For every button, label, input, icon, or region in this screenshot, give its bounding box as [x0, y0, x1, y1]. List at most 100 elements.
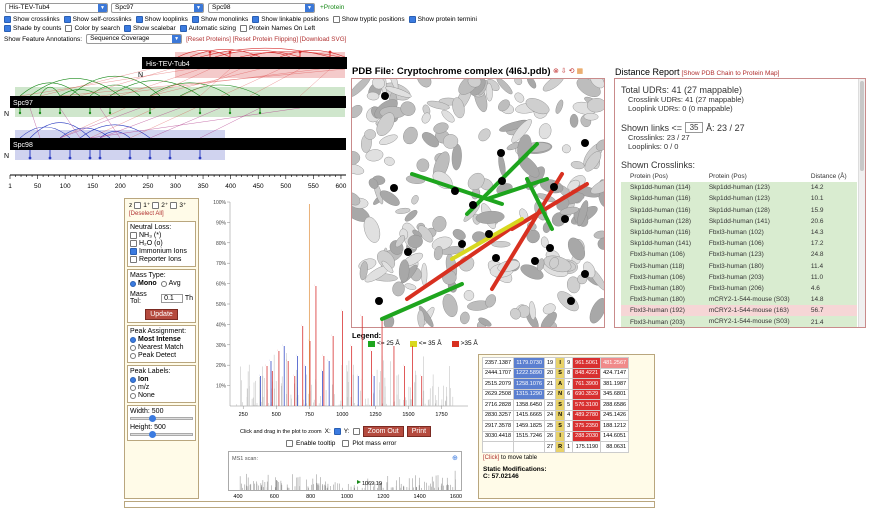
protein-bar-tub4[interactable] — [142, 57, 347, 69]
option-reporter-ions[interactable]: Reporter Ions — [130, 256, 193, 263]
protein-names-on-left-checkbox[interactable] — [239, 25, 247, 32]
zoom-x-checkbox[interactable] — [333, 428, 341, 435]
zoom-out-button[interactable]: Zoom Out — [362, 426, 404, 437]
show-scalebar-checkbox[interactable] — [123, 25, 131, 32]
option-none[interactable]: None — [130, 392, 193, 399]
table-row[interactable]: Fbxl3-human (192) mCRY2-1-544-mouse (163)… — [621, 305, 857, 317]
option-color-by-search[interactable]: Color by search — [65, 25, 120, 32]
scrollbar[interactable] — [858, 79, 865, 327]
zoom-icon[interactable]: ⊕ — [452, 455, 458, 462]
protein-select-3[interactable]: Spc98 ▼ — [208, 3, 315, 13]
option-show-linkable-positions[interactable]: Show linkable positions — [252, 16, 329, 23]
enable-tooltip-checkbox[interactable] — [286, 440, 293, 447]
option-immonium-ions[interactable]: Immonium Ions — [130, 248, 193, 255]
option-m-z[interactable]: m/z — [130, 384, 193, 391]
show-monolinks-checkbox[interactable] — [191, 16, 199, 23]
protein-bar-spc97[interactable] — [10, 96, 346, 108]
table-row[interactable]: Skp1dd-human (116) Skp1dd-human (128) 15.9 — [621, 204, 857, 216]
show-crosslinks-checkbox[interactable] — [4, 16, 11, 23]
table-row[interactable]: Fbxl3-human (118) Fbxl3-human (180) 11.4 — [621, 260, 857, 272]
none-radio[interactable] — [130, 392, 136, 399]
option-show-looplinks[interactable]: Show looplinks — [135, 16, 188, 23]
protein-graph[interactable]: His-TEV-Tub4 Spc97 Spc98 N N N 1 50 100 150… — [0, 42, 352, 192]
table-row[interactable]: Fbxl3-human (203) mCRY2-1-544-mouse (S03)… — [621, 316, 857, 327]
table-row[interactable]: Skp1dd-human (116) Fbxl3-human (102) 14.3 — [621, 226, 857, 239]
table-row[interactable]: Fbxl3-human (180) Fbxl3-human (206) 4.6 — [621, 282, 857, 295]
add-protein-link[interactable]: +Protein — [320, 4, 345, 11]
avg-radio[interactable] — [160, 280, 167, 287]
mono-radio[interactable] — [130, 280, 136, 287]
option-automatic-sizing[interactable]: Automatic sizing — [179, 25, 236, 32]
automatic-sizing-checkbox[interactable] — [179, 25, 187, 32]
table-row[interactable]: Fbxl3-human (180) mCRY2-1-544-mouse (S03)… — [621, 294, 857, 306]
height-slider[interactable] — [130, 431, 193, 438]
option-show-protein-termini[interactable]: Show protein termini — [408, 16, 477, 23]
protein-select-1[interactable]: His-TEV-Tub4 ▼ — [5, 3, 108, 13]
table-row[interactable]: Skp1dd-human (114) Skp1dd-human (123) 14.2 — [621, 182, 857, 194]
peak-detect-radio[interactable] — [130, 352, 136, 359]
option-nh[interactable]: NH₃ (*) — [130, 232, 193, 239]
color-by-search-checkbox[interactable] — [65, 25, 73, 32]
option-nearest-match[interactable]: Nearest Match — [130, 344, 193, 351]
h-o-o-checkbox[interactable] — [130, 240, 137, 247]
print-button[interactable]: Print — [406, 426, 432, 437]
zoom-y-checkbox[interactable] — [352, 428, 360, 435]
click-move-link[interactable]: [Click] — [483, 454, 500, 461]
option-peak-detect[interactable]: Peak Detect — [130, 352, 193, 359]
nh-checkbox[interactable] — [130, 232, 137, 239]
plot-mass-error-checkbox[interactable] — [342, 440, 350, 447]
pdb-chain-map-link[interactable]: [Show PDB Chain to Protein Map] — [681, 70, 780, 77]
immonium-ions-checkbox[interactable] — [130, 248, 137, 255]
protein-bar-spc98[interactable] — [10, 138, 346, 150]
protein-select-2[interactable]: Spc97 ▼ — [111, 3, 204, 13]
pdb-viewer[interactable] — [351, 78, 605, 328]
option-show-tryptic-positions[interactable]: Show tryptic positions — [332, 16, 405, 23]
col-header-protein2[interactable]: Protein (Pos) — [708, 173, 747, 181]
option-protein-names-on-left[interactable]: Protein Names On Left — [239, 25, 315, 32]
option-most-intense[interactable]: Most Intense — [130, 336, 193, 343]
ion-charge-1-checkbox[interactable] — [134, 201, 142, 209]
height-slider-handle[interactable] — [149, 431, 156, 438]
reporter-ions-checkbox[interactable] — [130, 256, 137, 263]
option-show-self-crosslinks[interactable]: Show self-crosslinks — [63, 16, 132, 23]
show-linkable-positions-checkbox[interactable] — [252, 16, 260, 23]
option-shade-by-counts[interactable]: Shade by counts — [4, 25, 61, 32]
col-header-distance[interactable]: Distance (Å) — [810, 173, 847, 181]
option-ion[interactable]: Ion — [130, 376, 193, 383]
table-row[interactable]: Fbxl3-human (106) Fbxl3-human (123) 24.8 — [621, 249, 857, 261]
show-looplinks-checkbox[interactable] — [135, 16, 143, 23]
scrollbar-thumb[interactable] — [860, 81, 864, 171]
ion-charge-2-checkbox[interactable] — [152, 201, 160, 209]
show-protein-termini-checkbox[interactable] — [408, 16, 416, 23]
show-tryptic-positions-checkbox[interactable] — [332, 16, 340, 23]
option-avg[interactable]: Avg — [160, 280, 181, 287]
table-row[interactable]: Skp1dd-human (116) Skp1dd-human (123) 10.1 — [621, 193, 857, 205]
m-z-radio[interactable] — [130, 384, 136, 391]
update-button[interactable]: Update — [145, 309, 178, 320]
nearest-match-radio[interactable] — [130, 344, 136, 351]
option-mono[interactable]: Mono — [130, 280, 157, 287]
ion-charge-3-checkbox[interactable] — [170, 201, 178, 209]
shown-links-input[interactable]: 35 — [685, 122, 704, 133]
table-row[interactable]: Skp1dd-human (141) Fbxl3-human (106) 17.2 — [621, 238, 857, 250]
option-show-monolinks[interactable]: Show monolinks — [191, 16, 248, 23]
most-intense-radio[interactable] — [130, 336, 136, 343]
table-row[interactable]: Skp1dd-human (128) Skp1dd-human (141) 20.6 — [621, 215, 857, 227]
width-slider[interactable] — [130, 415, 193, 422]
option-show-scalebar[interactable]: Show scalebar — [123, 25, 176, 32]
mass-tol-input[interactable]: 0.1 — [161, 293, 183, 303]
spectrum-plot[interactable]: 100% 90% 80% 70% 60% 50% 40% 30% 20% 10% · · · · · · · ·… — [200, 198, 470, 424]
pdb-icons[interactable]: ⊗ ⇩ ⟲ ▦ — [553, 68, 584, 75]
option-h-o-o[interactable]: H₂O (o) — [130, 240, 193, 247]
distance-report-box[interactable]: Total UDRs: 41 (27 mappable) Crosslink U… — [614, 78, 866, 328]
deselect-all-link[interactable]: [Deselect All] — [129, 211, 164, 217]
feature-select[interactable]: Sequence Coverage ▼ — [86, 34, 183, 44]
option-show-crosslinks[interactable]: Show crosslinks — [4, 16, 60, 23]
width-slider-handle[interactable] — [149, 415, 156, 422]
col-header-protein1[interactable]: Protein (Pos) — [630, 173, 668, 181]
feature-links[interactable]: [Reset Proteins] [Reset Protein Flipping… — [186, 35, 347, 43]
show-self-crosslinks-checkbox[interactable] — [63, 16, 71, 23]
ms1-box[interactable]: MS1 scan: ⊕ 1069.19 — [228, 451, 462, 491]
ion-radio[interactable] — [130, 376, 136, 383]
shade-by-counts-checkbox[interactable] — [4, 25, 11, 32]
